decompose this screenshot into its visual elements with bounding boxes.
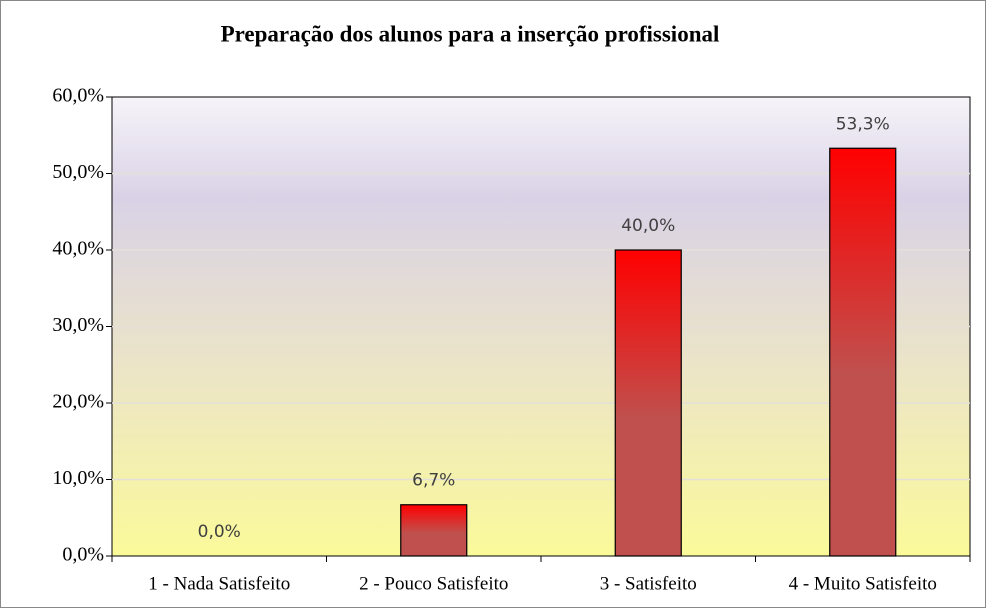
- x-tick-label: 4 - Muito Satisfeito: [789, 573, 937, 594]
- bar: [614, 249, 682, 557]
- y-tick-label: 20,0%: [52, 391, 104, 413]
- bar: [829, 147, 897, 557]
- value-label: 53,3%: [836, 114, 890, 134]
- x-tick-label: 3 - Satisfeito: [600, 573, 697, 594]
- y-tick-label: 40,0%: [52, 238, 104, 260]
- y-tick-label: 0,0%: [62, 544, 104, 566]
- value-label: 6,7%: [412, 471, 455, 491]
- y-tick-label: 10,0%: [52, 467, 104, 489]
- y-tick-label: 30,0%: [52, 314, 104, 336]
- y-tick-label: 60,0%: [52, 85, 104, 107]
- value-label: 40,0%: [621, 216, 675, 236]
- bar: [400, 504, 468, 557]
- x-tick-label: 1 - Nada Satisfeito: [148, 573, 290, 594]
- chart-title: Preparação dos alunos para a inserção pr…: [221, 21, 720, 46]
- value-label: 0,0%: [198, 522, 241, 542]
- x-tick-label: 2 - Pouco Satisfeito: [359, 573, 508, 594]
- y-tick-label: 50,0%: [52, 161, 104, 183]
